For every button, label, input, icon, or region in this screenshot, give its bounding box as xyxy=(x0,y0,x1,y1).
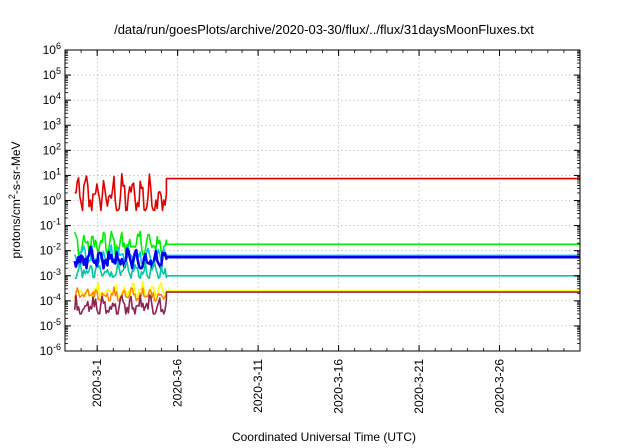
series-line-1 xyxy=(74,172,580,212)
x-tick-label: 2020-3-21 xyxy=(412,359,426,414)
y-tick-label: 100 xyxy=(43,192,61,208)
y-tick-label: 104 xyxy=(43,91,61,107)
series-line-8 xyxy=(73,291,580,315)
y-tick-label: 105 xyxy=(43,66,61,82)
y-tick-label: 10-5 xyxy=(40,317,61,333)
chart-title: /data/run/goesPlots/archive/2020-03-30/f… xyxy=(114,22,534,37)
series-line-2 xyxy=(73,230,580,256)
y-tick-label: 10-2 xyxy=(40,242,61,258)
y-tick-label: 10-3 xyxy=(40,267,61,283)
y-axis-label-post: -s-sr-MeV xyxy=(9,141,23,194)
x-tick-label: 2020-3-1 xyxy=(90,359,104,407)
y-tick-label: 101 xyxy=(43,166,61,182)
series-line-5 xyxy=(74,261,580,280)
y-tick-label: 10-4 xyxy=(40,292,61,308)
y-tick-label: 106 xyxy=(43,41,61,57)
x-tick-label: 2020-3-6 xyxy=(171,359,185,407)
y-tick-label: 103 xyxy=(43,116,61,132)
y-axis-label-sup: 2 xyxy=(7,194,17,199)
x-axis: 2020-3-1 2020-3-6 2020-3-11 2020-3-16 2020-3… xyxy=(64,50,581,414)
x-tick-label: 2020-3-16 xyxy=(332,359,346,414)
x-tick-label: 2020-3-26 xyxy=(493,359,507,414)
y-axis-label: protons/cm2-s-sr-MeV xyxy=(7,141,23,258)
y-tick-label: 10-1 xyxy=(40,217,61,233)
x-axis-label: Coordinated Universal Time (UTC) xyxy=(232,430,416,444)
x-tick-label: 2020-3-11 xyxy=(251,359,265,413)
y-axis-label-pre: protons/cm xyxy=(9,199,23,258)
grid xyxy=(65,50,580,351)
y-tick-label: 10-6 xyxy=(40,342,61,358)
y-tick-label: 102 xyxy=(43,141,61,157)
series-group xyxy=(73,172,580,315)
series-line-6 xyxy=(74,280,580,298)
